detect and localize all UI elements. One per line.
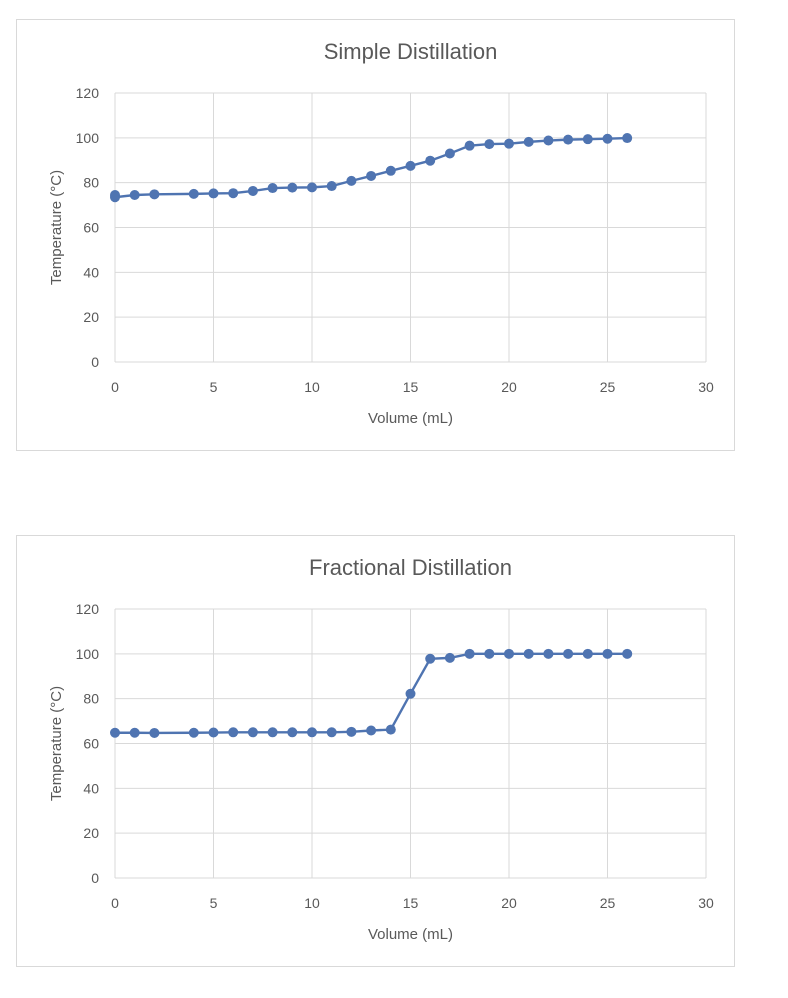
data-point — [208, 188, 219, 199]
data-point — [582, 648, 593, 659]
data-point — [425, 155, 436, 166]
data-point — [228, 188, 239, 199]
y-tick-label: 120 — [76, 601, 100, 617]
x-tick-label: 0 — [111, 379, 119, 395]
y-tick-label: 100 — [76, 130, 100, 146]
data-point — [346, 726, 357, 737]
y-tick-label: 100 — [76, 646, 100, 662]
data-point — [543, 135, 554, 146]
chart-title: Simple Distillation — [324, 39, 498, 64]
data-point — [129, 189, 140, 200]
x-tick-label: 20 — [501, 379, 517, 395]
x-tick-label: 20 — [501, 895, 517, 911]
y-tick-label: 0 — [91, 354, 99, 370]
data-point — [622, 133, 633, 144]
y-tick-label: 80 — [83, 175, 99, 191]
x-tick-label: 5 — [210, 379, 218, 395]
data-point — [188, 727, 199, 738]
data-point — [110, 727, 120, 738]
chart-title: Fractional Distillation — [309, 555, 512, 580]
data-point — [247, 185, 258, 196]
y-tick-label: 40 — [83, 780, 99, 796]
data-point — [543, 648, 554, 659]
y-tick-label: 120 — [76, 85, 100, 101]
y-axis-label: Temperature (°C) — [48, 170, 65, 285]
fractional-distillation-chart: Fractional Distillation 0 20 40 60 80 100 120 0 5… — [16, 535, 735, 967]
data-point — [504, 138, 514, 149]
simple-distillation-plot: Simple Distillation 0 20 40 60 80 100 120 0 5 10 15… — [48, 39, 714, 427]
data-point — [563, 648, 574, 659]
data-point — [405, 688, 416, 699]
x-tick-label: 30 — [698, 895, 714, 911]
data-point — [464, 648, 475, 659]
x-axis-label: Volume (mL) — [368, 410, 453, 427]
data-point — [582, 134, 593, 145]
data-point — [504, 648, 514, 659]
data-point — [307, 727, 317, 738]
data-point — [425, 653, 436, 664]
x-tick-label: 0 — [111, 895, 119, 911]
data-point — [307, 182, 317, 193]
data-point — [267, 183, 278, 194]
data-point — [602, 648, 613, 659]
x-tick-label: 25 — [600, 895, 616, 911]
x-tick-label: 10 — [304, 379, 320, 395]
x-axis-label: Volume (mL) — [368, 926, 453, 943]
data-point — [129, 727, 140, 738]
data-point — [267, 727, 278, 738]
data-point — [208, 727, 219, 738]
data-point — [484, 648, 495, 659]
y-tick-label: 20 — [83, 309, 99, 325]
simple-distillation-chart: Simple Distillation 0 20 40 60 80 100 120 0 5 10 15… — [16, 19, 735, 451]
y-tick-label: 0 — [91, 870, 99, 886]
data-point — [523, 136, 534, 147]
y-tick-label: 80 — [83, 691, 99, 707]
data-point — [464, 140, 475, 151]
data-point — [188, 188, 199, 199]
y-tick-label: 20 — [83, 825, 99, 841]
x-tick-label: 25 — [600, 379, 616, 395]
data-point — [287, 727, 298, 738]
data-point — [563, 134, 574, 145]
data-point — [149, 727, 160, 738]
y-tick-label: 60 — [83, 220, 99, 236]
data-point — [287, 182, 298, 193]
series-line — [115, 652, 628, 735]
y-tick-label: 40 — [83, 264, 99, 280]
data-point — [326, 181, 337, 192]
fractional-distillation-plot: Fractional Distillation 0 20 40 60 80 100 120 0 5… — [48, 555, 714, 943]
data-point — [366, 170, 377, 181]
data-point — [444, 148, 455, 159]
data-point — [228, 727, 239, 738]
y-tick-label: 60 — [83, 736, 99, 752]
data-point — [602, 133, 613, 144]
data-point — [523, 648, 534, 659]
data-point — [149, 189, 160, 200]
data-point — [247, 727, 258, 738]
series-line — [113, 136, 628, 199]
data-point — [326, 727, 337, 738]
data-point — [366, 725, 377, 736]
y-axis-label: Temperature (°C) — [48, 686, 65, 801]
data-point — [484, 139, 495, 150]
x-tick-label: 30 — [698, 379, 714, 395]
data-point — [385, 724, 396, 735]
x-tick-label: 5 — [210, 895, 218, 911]
x-tick-label: 15 — [403, 895, 419, 911]
x-tick-label: 15 — [403, 379, 419, 395]
data-point — [346, 175, 357, 186]
data-point — [622, 648, 633, 659]
x-tick-label: 10 — [304, 895, 320, 911]
data-point — [444, 652, 455, 663]
data-point — [110, 192, 120, 203]
data-point — [385, 165, 396, 176]
data-point — [405, 160, 416, 171]
